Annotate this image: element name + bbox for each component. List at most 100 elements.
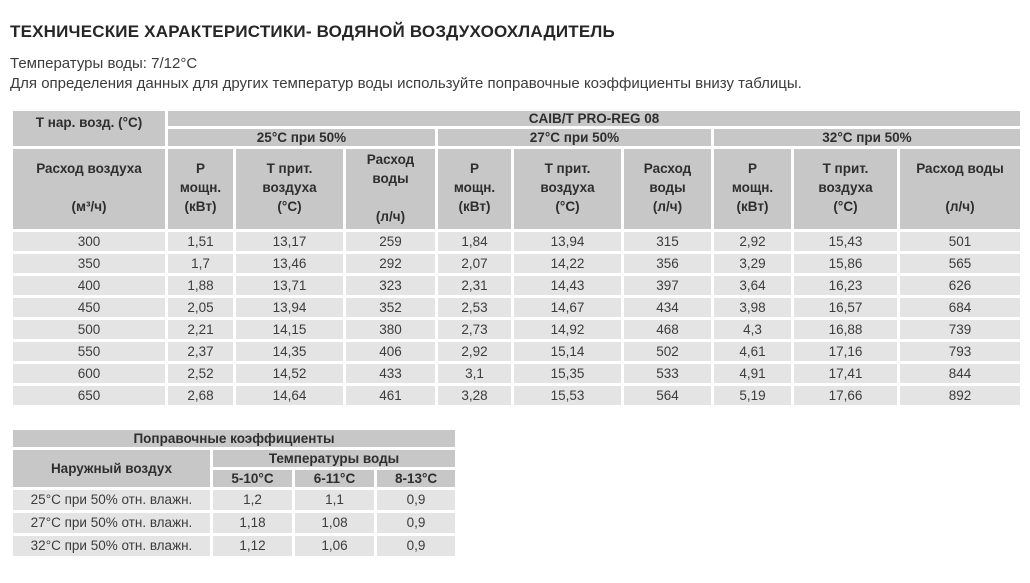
coeff-value: 0,9 — [373, 532, 459, 559]
cell-value: 16,57 — [791, 294, 900, 320]
cell-value: 2,68 — [165, 382, 236, 408]
cell-value: 2,05 — [165, 294, 236, 320]
cell-value: 1,88 — [165, 272, 236, 298]
cell-value: 15,14 — [511, 338, 624, 364]
coeff-value: 1,18 — [210, 509, 295, 536]
airflow-value: 400 — [10, 272, 168, 298]
correction-table-body: 25°С при 50% отн. влажн. 1,2 1,1 0,9 27°С пр… — [10, 486, 459, 559]
airflow-column-header: Расход воздуха (м³/ч) — [10, 146, 168, 232]
cell-value: 315 — [621, 228, 714, 254]
page-title: ТЕХНИЧЕСКИЕ ХАРАКТЕРИСТИКИ- ВОДЯНОЙ ВОЗД… — [10, 22, 615, 41]
cell-value: 793 — [897, 338, 1023, 364]
coeff-row: 32°С при 50% отн. влажн. 1,12 1,06 0,9 — [10, 532, 459, 559]
cell-value: 14,43 — [511, 272, 624, 298]
cell-value: 739 — [897, 316, 1023, 342]
cell-value: 16,23 — [791, 272, 900, 298]
cell-value: 4,91 — [711, 360, 794, 386]
datasheet-page: ТЕХНИЧЕСКИЕ ХАРАКТЕРИСТИКИ- ВОДЯНОЙ ВОЗД… — [9, 22, 1023, 559]
cell-value: 2,21 — [165, 316, 236, 342]
cell-value: 1,7 — [165, 250, 236, 276]
coeff-value: 1,12 — [210, 532, 295, 559]
cell-value: 4,3 — [711, 316, 794, 342]
correction-title-row: Поправочные коэффициенты — [9, 426, 459, 450]
cell-value: 501 — [897, 228, 1023, 254]
cell-value: 844 — [897, 360, 1023, 386]
outdoor-air-label: 32°С при 50% отн. влажн. — [10, 532, 213, 559]
column-header: Т прит. воздуха (°С) — [233, 146, 346, 232]
table-row: 400 1,88 13,71 323 2,31 14,43 397 3,64 16,23 626 — [10, 272, 1023, 298]
cell-value: 14,67 — [511, 294, 624, 320]
table-row: 450 2,05 13,94 352 2,53 14,67 434 3,98 16,57 684 — [10, 294, 1023, 320]
cell-value: 17,41 — [791, 360, 900, 386]
cell-value: 3,98 — [711, 294, 794, 320]
cell-value: 323 — [343, 272, 438, 298]
table-row: 650 2,68 14,64 461 3,28 15,53 564 5,19 17,66 892 — [10, 382, 1023, 408]
coeff-row: 27°С при 50% отн. влажн. 1,18 1,08 0,9 — [10, 509, 459, 536]
cell-value: 16,88 — [791, 316, 900, 342]
cell-value: 892 — [897, 382, 1023, 408]
table-row: 500 2,21 14,15 380 2,73 14,92 468 4,3 16,88 739 — [10, 316, 1023, 342]
coeff-value: 0,9 — [373, 509, 459, 536]
outdoor-temp-header: Т нар. возд. (°С) — [10, 108, 168, 149]
range-header-5-10: 5-10°С — [210, 466, 295, 490]
cell-value: 3,28 — [435, 382, 514, 408]
performance-table-body: 300 1,51 13,17 259 1,84 13,94 315 2,92 15,43 501 3… — [10, 228, 1023, 408]
table-row: 550 2,37 14,35 406 2,92 15,14 502 4,61 17,16 793 — [10, 338, 1023, 364]
outdoor-air-label: 25°С при 50% отн. влажн. — [10, 486, 213, 513]
airflow-value: 650 — [10, 382, 168, 408]
cell-value: 13,94 — [511, 228, 624, 254]
coeff-value: 0,9 — [373, 486, 459, 513]
column-header: Т прит. воздуха (°С) — [511, 146, 624, 232]
coeff-value: 1,08 — [292, 509, 377, 536]
cell-value: 468 — [621, 316, 714, 342]
cell-value: 14,15 — [233, 316, 346, 342]
cell-value: 380 — [343, 316, 438, 342]
cell-value: 13,17 — [233, 228, 346, 254]
cell-value: 17,16 — [791, 338, 900, 364]
cell-value: 2,92 — [435, 338, 514, 364]
water-temp-range-row: 5-10°С 6-11°С 8-13°С — [12, 466, 459, 490]
cell-value: 1,51 — [165, 228, 236, 254]
performance-table: Т нар. возд. (°С) CAIB/T PRO-REG 08 25°С… — [10, 108, 1023, 408]
cell-value: 356 — [621, 250, 714, 276]
column-header: Т прит. воздуха (°С) — [791, 146, 900, 232]
water-temp-group-header: Температуры воды — [209, 446, 459, 470]
cell-value: 2,53 — [435, 294, 514, 320]
cell-value: 13,46 — [233, 250, 346, 276]
cell-value: 397 — [621, 272, 714, 298]
cell-value: 15,35 — [511, 360, 624, 386]
airflow-value: 350 — [10, 250, 168, 276]
cell-value: 4,61 — [711, 338, 794, 364]
airflow-value: 300 — [10, 228, 168, 254]
cell-value: 13,71 — [233, 272, 346, 298]
cell-value: 2,52 — [165, 360, 236, 386]
group-header-27c: 27°С при 50% — [435, 126, 714, 149]
correction-coefficients-table: Поправочные коэффициенты Наружный воздух… — [9, 426, 459, 559]
water-temp-header-row: Наружный воздух Температуры воды — [10, 446, 459, 490]
range-header-6-11: 6-11°С — [292, 466, 377, 490]
cell-value: 14,64 — [233, 382, 346, 408]
subtitle-water-temp: Температуры воды: 7/12°С — [10, 55, 198, 72]
column-header: Р мощн. (кВт) — [165, 146, 236, 232]
cell-value: 14,52 — [233, 360, 346, 386]
airflow-value: 550 — [10, 338, 168, 364]
outdoor-air-header: Наружный воздух — [10, 446, 213, 490]
cell-value: 15,43 — [791, 228, 900, 254]
column-header: Расход воды (л/ч) — [343, 146, 438, 232]
cell-value: 406 — [343, 338, 438, 364]
subtitle-note: Для определения данных для других темпер… — [10, 75, 802, 92]
cell-value: 2,31 — [435, 272, 514, 298]
cell-value: 292 — [343, 250, 438, 276]
cell-value: 502 — [621, 338, 714, 364]
column-header-row: Расход воздуха (м³/ч) Р мощн. (кВт) Т при… — [10, 146, 1023, 232]
coeff-value: 1,06 — [292, 532, 377, 559]
airflow-value: 500 — [10, 316, 168, 342]
cell-value: 14,22 — [511, 250, 624, 276]
coeff-value: 1,2 — [210, 486, 295, 513]
cell-value: 533 — [621, 360, 714, 386]
cell-value: 2,92 — [711, 228, 794, 254]
correction-table-title: Поправочные коэффициенты — [9, 426, 459, 450]
cell-value: 3,64 — [711, 272, 794, 298]
cell-value: 2,73 — [435, 316, 514, 342]
model-header: CAIB/T PRO-REG 08 — [165, 108, 1023, 129]
